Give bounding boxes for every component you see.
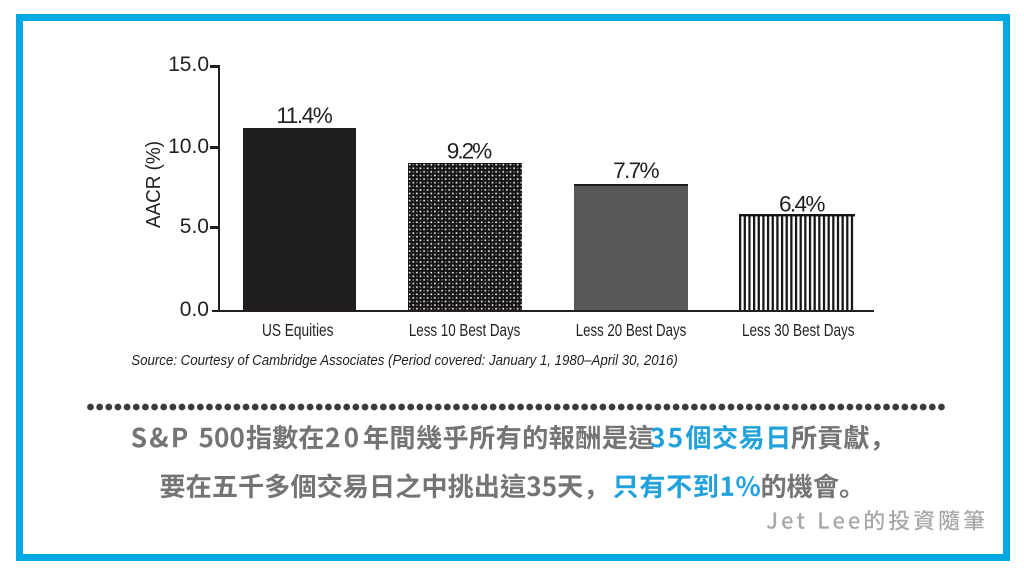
svg-text:6.4%: 6.4% [779,192,826,217]
svg-text:Less 30 Best Days: Less 30 Best Days [742,320,855,340]
svg-text:11.4%: 11.4% [276,103,333,128]
svg-text:AACR (%): AACR (%) [143,141,165,228]
svg-text:7.7%: 7.7% [613,158,660,183]
svg-text:Source: Courtesy of Cambridge: Source: Courtesy of Cambridge Associates… [131,352,678,369]
svg-text:9.2%: 9.2% [447,139,493,164]
svg-text:Less 10 Best Days: Less 10 Best Days [409,320,521,340]
svg-text:US Equities: US Equities [262,320,334,340]
svg-text:Less 20 Best Days: Less 20 Best Days [576,320,687,340]
